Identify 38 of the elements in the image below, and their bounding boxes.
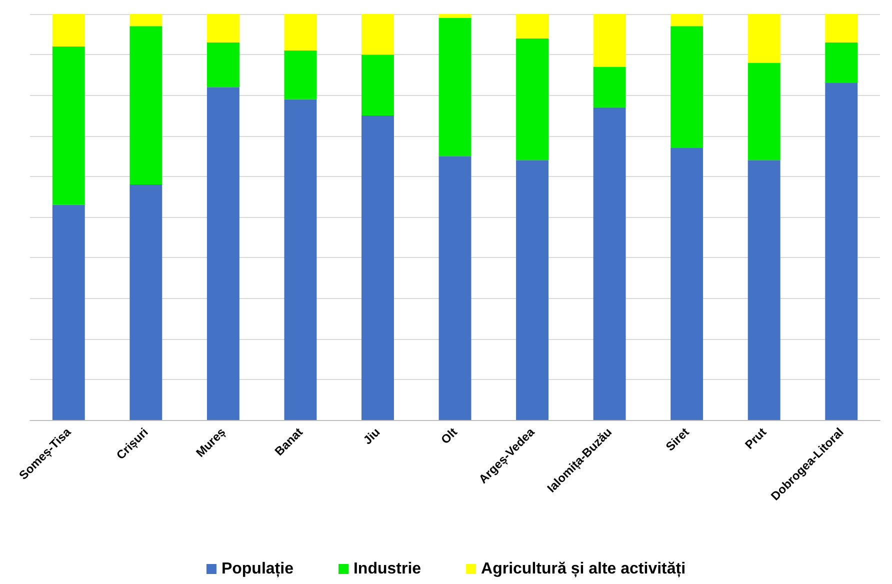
bar [748, 62, 780, 160]
bar [825, 42, 858, 84]
bar [362, 14, 394, 55]
bar [438, 14, 472, 18]
bar [130, 184, 162, 420]
bar [516, 14, 548, 38]
bar [593, 66, 626, 108]
bar [593, 14, 626, 67]
bar [748, 160, 780, 420]
bar [284, 99, 317, 420]
bar [825, 14, 858, 42]
bar [284, 50, 317, 100]
bar [670, 14, 704, 26]
legend-label: Industrie [353, 560, 422, 578]
bar [670, 26, 704, 148]
legend-label: Populație [221, 560, 294, 578]
bar [516, 160, 548, 420]
bar [52, 204, 85, 420]
bar [670, 148, 704, 420]
bar [438, 156, 472, 420]
bar [206, 87, 240, 420]
bar [130, 26, 162, 185]
bar [748, 14, 780, 63]
bar [284, 14, 317, 51]
bar [206, 42, 240, 88]
x-tick-label: Jiu [360, 425, 383, 448]
x-tick-label: Olt [438, 425, 460, 447]
bar [593, 107, 626, 420]
bar [438, 18, 472, 156]
bar [52, 14, 85, 46]
bar [130, 14, 162, 26]
bar [825, 83, 858, 420]
bar [362, 54, 394, 116]
bar [52, 46, 85, 205]
legend-label: Agricultură și alte activități [481, 560, 686, 578]
bar [362, 116, 394, 420]
bar [206, 14, 240, 42]
bar [516, 38, 548, 160]
